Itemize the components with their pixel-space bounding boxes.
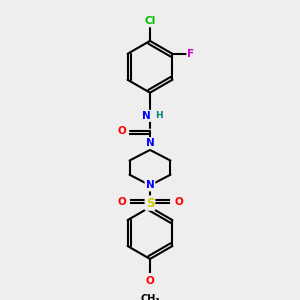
Text: CH₃: CH₃ [140, 294, 160, 300]
Text: N: N [146, 138, 154, 148]
Text: F: F [188, 49, 194, 59]
Text: H: H [155, 111, 163, 120]
Text: N: N [142, 111, 150, 121]
Text: O: O [117, 197, 126, 207]
Text: O: O [174, 197, 183, 207]
Text: N: N [146, 180, 154, 190]
Text: O: O [146, 276, 154, 286]
Text: S: S [146, 196, 154, 210]
Text: O: O [118, 126, 127, 136]
Text: Cl: Cl [144, 16, 156, 26]
